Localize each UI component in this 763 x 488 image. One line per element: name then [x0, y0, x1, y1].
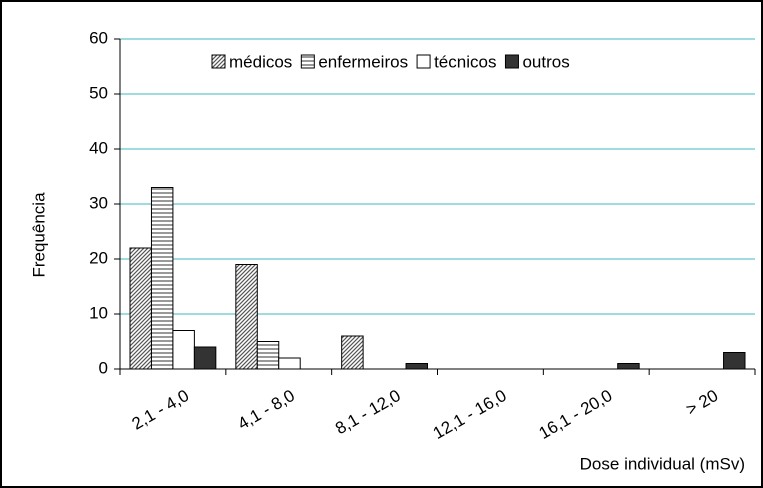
- bar: [723, 352, 746, 370]
- bar: [235, 264, 258, 370]
- x-axis-title: Dose individual (mSv): [580, 454, 745, 473]
- legend-label: enfermeiros: [318, 52, 408, 71]
- y-tick-label: 10: [89, 303, 108, 322]
- y-tick-label: 30: [89, 193, 108, 212]
- y-tick-label: 50: [89, 83, 108, 102]
- y-tick-label: 60: [89, 28, 108, 47]
- legend-swatch: [300, 54, 315, 69]
- bar: [129, 247, 152, 370]
- y-tick-label: 0: [99, 358, 108, 377]
- y-axis-title: Frequência: [29, 192, 48, 278]
- bar: [341, 335, 364, 370]
- bar: [278, 357, 301, 370]
- legend-label: outros: [522, 52, 569, 71]
- legend-label: técnicos: [434, 52, 496, 71]
- bar: [617, 363, 640, 370]
- legend-swatch: [211, 54, 226, 69]
- bar: [150, 187, 174, 370]
- bar: [193, 346, 217, 370]
- legend-label: médicos: [229, 52, 292, 71]
- legend-swatch: [504, 54, 519, 69]
- legend-swatch: [416, 54, 431, 69]
- y-tick-label: 20: [89, 248, 108, 267]
- y-tick-label: 40: [89, 138, 108, 157]
- bar: [172, 330, 195, 370]
- bar: [405, 363, 428, 370]
- bar: [256, 341, 280, 370]
